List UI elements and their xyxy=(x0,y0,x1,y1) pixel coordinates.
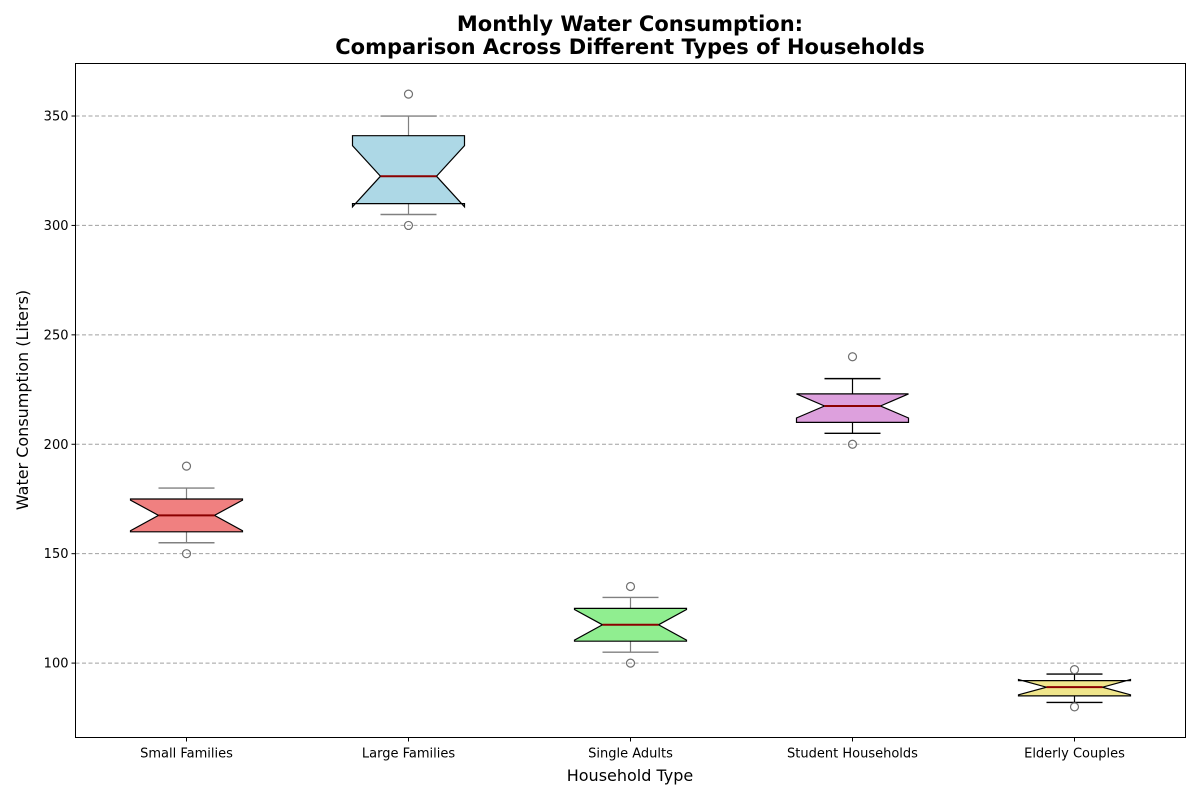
y-axis-label: Water Consumption (Liters) xyxy=(13,290,32,510)
y-tick-label-250: 250 xyxy=(44,328,69,343)
outlier-single-adults-0 xyxy=(625,658,636,668)
outlier-student-households-1 xyxy=(847,352,858,362)
y-tick-label-150: 150 xyxy=(44,547,69,562)
box-body-large-families xyxy=(351,135,466,209)
x-tick-label-large-families: Large Families xyxy=(362,747,455,762)
box-body-student-households xyxy=(795,393,910,423)
boxes-layer xyxy=(129,89,1132,712)
x-tick-label-elderly-couples: Elderly Couples xyxy=(1024,747,1125,762)
y-axis: 100 150 200 250 300 350 xyxy=(44,110,76,672)
outlier-small-families-0 xyxy=(181,549,192,559)
x-axis-label: Household Type xyxy=(567,766,694,785)
box-elderly-couples xyxy=(1017,665,1132,712)
x-tick-label-student-households: Student Households xyxy=(787,747,918,762)
y-tick-label-200: 200 xyxy=(44,438,69,453)
y-tick-label-100: 100 xyxy=(44,657,69,672)
outlier-large-families-1 xyxy=(403,89,414,99)
outlier-small-families-1 xyxy=(181,461,192,471)
x-tick-label-single-adults: Single Adults xyxy=(588,747,673,762)
x-tick-label-small-families: Small Families xyxy=(140,747,233,762)
outlier-single-adults-1 xyxy=(625,581,636,592)
outlier-student-households-0 xyxy=(847,439,858,449)
outlier-elderly-couples-0 xyxy=(1069,702,1080,712)
box-small-families xyxy=(129,461,244,559)
outlier-large-families-0 xyxy=(403,220,414,231)
box-student-households xyxy=(795,352,910,449)
y-tick-label-300: 300 xyxy=(44,219,69,234)
y-grid xyxy=(75,115,1186,664)
x-axis: Small Families Large Families Single Adult… xyxy=(140,737,1125,762)
outlier-elderly-couples-1 xyxy=(1069,665,1080,675)
chart-title-line-1: Monthly Water Consumption: xyxy=(457,12,803,36)
box-large-families xyxy=(351,89,466,231)
y-tick-label-350: 350 xyxy=(44,110,69,125)
chart-title-line-2: Comparison Across Different Types of Hou… xyxy=(335,35,925,59)
box-single-adults xyxy=(573,581,688,668)
